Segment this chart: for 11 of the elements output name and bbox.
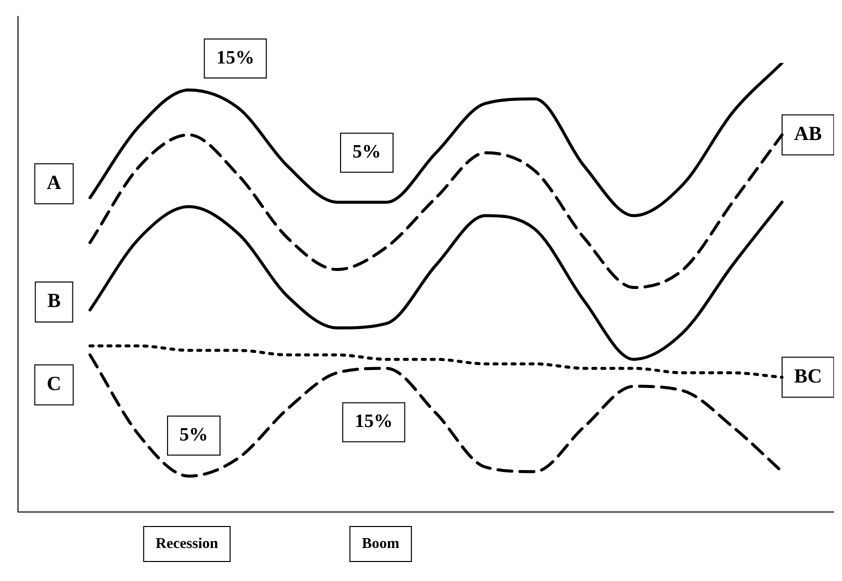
series-label: AB xyxy=(794,123,822,146)
annotation: 15% xyxy=(216,47,254,68)
text: Recession xyxy=(156,536,219,552)
annotation: 5% xyxy=(180,424,208,446)
series-label: A xyxy=(46,172,62,194)
series-label: BC xyxy=(794,365,822,388)
series-label: C xyxy=(46,373,62,396)
annotation: 15% xyxy=(354,411,393,432)
annotation: 5% xyxy=(352,142,382,163)
text: Boom xyxy=(362,536,400,552)
series-label: B xyxy=(47,290,61,312)
